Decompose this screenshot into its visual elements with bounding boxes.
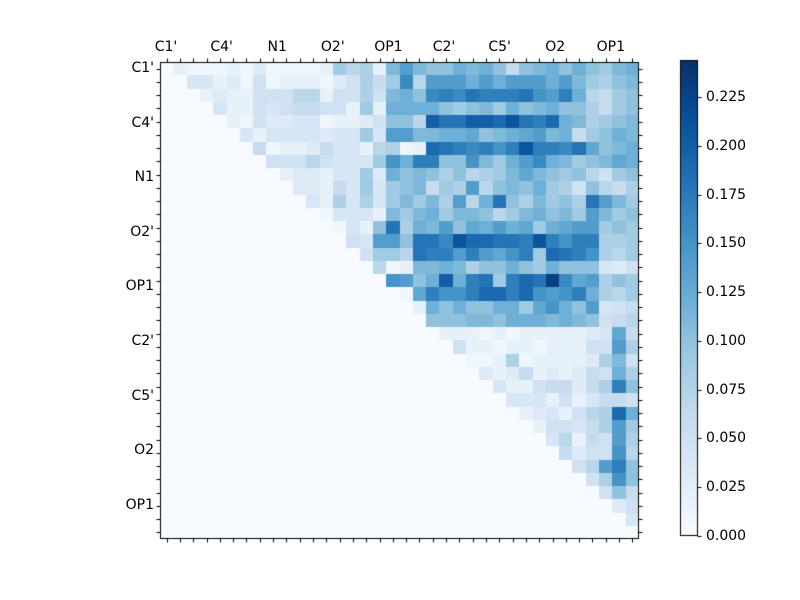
colorbar-tick-label: 0.100 [706,332,747,349]
x-axis-tick-label: O2 [545,39,566,55]
y-axis-tick-label: O2' [130,223,154,240]
colorbar-tick-label: 0.125 [706,284,747,301]
x-axis-tick-label: C2' [432,39,456,55]
colorbar-tick-label: 0.150 [706,235,747,252]
colorbar-tick-label: 0.025 [706,479,747,496]
x-axis-tick-label: N1 [267,39,287,55]
x-axis-tick-label: OP1 [374,39,403,55]
y-axis-tick-label: OP1 [125,496,154,513]
x-axis-tick-label: C4' [210,39,233,55]
colorbar-tick-label: 0.225 [706,89,747,106]
y-axis-tick-label: C5' [131,387,154,404]
y-axis-tick-label: OP1 [125,278,154,295]
colorbar-tick-label: 0.200 [706,137,747,154]
x-axis-tick-label: C5' [488,39,511,55]
y-axis-tick-label: C1' [131,60,154,76]
colorbar-tick-label: 0.075 [706,381,747,398]
colorbar-tick-label: 0.050 [706,430,747,447]
colorbar-tick-label: 0.175 [706,186,747,203]
y-axis-tick-label: C4' [131,114,154,131]
colorbar-tick-label: 0.000 [706,528,747,544]
x-axis-tick-label: OP1 [596,39,625,55]
x-axis-tick-label: O2' [320,39,345,55]
y-axis-tick-label: N1 [134,169,154,186]
x-axis-tick-label: C1' [154,39,178,55]
y-axis-tick-label: C2' [131,333,154,349]
y-axis-tick-label: O2 [134,442,154,459]
